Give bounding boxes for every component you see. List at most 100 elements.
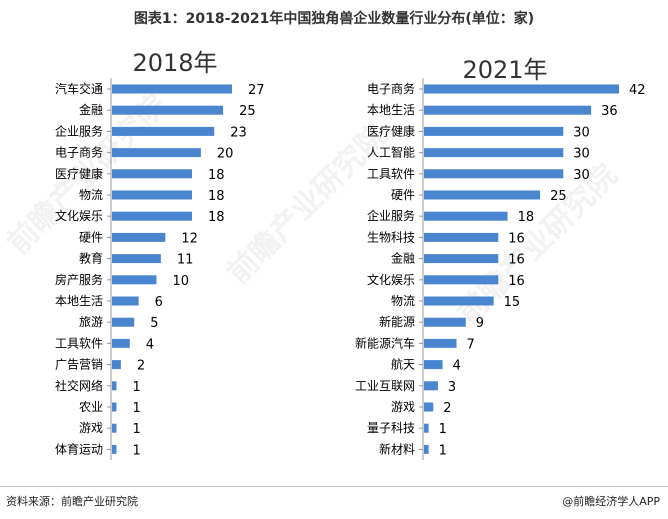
bar-2021-0 <box>424 84 619 94</box>
category-label: 企业服务 <box>367 208 415 223</box>
value-label: 1 <box>439 422 447 437</box>
category-label: 航天 <box>391 357 415 372</box>
value-label: 1 <box>132 422 140 437</box>
chart-title: 图表1：2018-2021年中国独角兽企业数量行业分布(单位：家) <box>133 11 535 27</box>
category-label: 新能源汽车 <box>355 335 415 350</box>
bar-2018-13 <box>112 360 121 370</box>
category-label: 汽车交通 <box>55 81 103 96</box>
value-label: 30 <box>573 147 590 162</box>
bar-2021-5 <box>424 190 541 200</box>
bar-2018-7 <box>112 232 166 242</box>
value-label: 30 <box>573 125 590 140</box>
bar-2018-2 <box>112 126 215 136</box>
category-label: 游戏 <box>391 400 415 414</box>
bar-2021-8 <box>424 254 499 264</box>
category-label: 文化娱乐 <box>55 208 103 223</box>
value-label: 20 <box>217 147 234 162</box>
value-label: 3 <box>448 380 456 395</box>
value-label: 30 <box>573 168 590 183</box>
category-label: 房产服务 <box>55 272 103 287</box>
footer-divider <box>0 486 668 487</box>
value-label: 12 <box>181 231 198 246</box>
panel-title-2018: 2018年 <box>132 49 217 77</box>
value-label: 18 <box>518 210 535 225</box>
bar-2021-12 <box>424 338 457 348</box>
bar-2018-3 <box>112 148 201 158</box>
value-label: 23 <box>230 125 247 140</box>
category-label: 农业 <box>79 400 103 414</box>
value-label: 1 <box>132 380 140 395</box>
category-label: 电子商务 <box>55 145 103 160</box>
bar-2018-5 <box>112 190 192 200</box>
bar-2021-1 <box>424 105 592 115</box>
bar-2018-16 <box>112 423 117 433</box>
value-label: 25 <box>550 189 567 204</box>
category-label: 工业互联网 <box>355 379 415 393</box>
category-label: 工具软件 <box>367 167 415 181</box>
bar-2018-14 <box>112 381 117 391</box>
value-label: 16 <box>508 253 525 268</box>
bar-2018-0 <box>112 84 232 94</box>
bar-2021-2 <box>424 126 564 136</box>
value-label: 6 <box>155 295 163 310</box>
source-note: 资料来源：前瞻产业研究院 <box>6 495 138 508</box>
bar-2018-15 <box>112 402 117 412</box>
category-label: 生物科技 <box>367 230 415 244</box>
category-label: 文化娱乐 <box>367 272 415 287</box>
value-label: 27 <box>248 83 265 98</box>
bar-2021-17 <box>424 444 429 454</box>
category-label: 本地生活 <box>55 294 103 308</box>
bar-2021-14 <box>424 381 438 391</box>
category-label: 电子商务 <box>367 81 415 96</box>
category-label: 人工智能 <box>367 145 415 160</box>
category-label: 医疗健康 <box>367 123 415 138</box>
value-label: 25 <box>239 104 256 119</box>
category-label: 医疗健康 <box>55 166 103 181</box>
category-label: 旅游 <box>79 315 103 329</box>
bar-2021-16 <box>424 423 429 433</box>
value-label: 5 <box>150 316 158 331</box>
category-label: 新材料 <box>379 441 415 456</box>
value-label: 1 <box>132 401 140 416</box>
brand-note: @前瞻经济学人APP <box>562 495 660 508</box>
value-label: 11 <box>177 253 194 268</box>
value-label: 2 <box>443 401 451 416</box>
bar-2018-6 <box>112 211 192 221</box>
category-label: 广告营销 <box>55 358 103 372</box>
bar-2021-7 <box>424 232 499 242</box>
value-label: 7 <box>467 337 475 352</box>
bar-2018-9 <box>112 275 157 285</box>
value-label: 18 <box>208 168 225 183</box>
bar-2021-13 <box>424 360 443 370</box>
value-label: 2 <box>137 359 145 374</box>
bar-2021-10 <box>424 296 494 306</box>
bar-2021-6 <box>424 211 508 221</box>
value-label: 42 <box>629 83 646 98</box>
category-label: 游戏 <box>79 421 103 435</box>
bar-2018-12 <box>112 338 130 348</box>
category-label: 物流 <box>391 294 415 308</box>
value-label: 4 <box>453 359 461 374</box>
panel-title-2021: 2021年 <box>462 56 547 84</box>
category-label: 教育 <box>79 251 103 266</box>
category-label: 金融 <box>79 102 103 117</box>
category-label: 硬件 <box>79 230 103 244</box>
category-label: 新能源 <box>379 314 415 329</box>
bar-2018-8 <box>112 254 161 264</box>
bar-2018-1 <box>112 105 224 115</box>
value-label: 15 <box>504 295 521 310</box>
bar-2021-4 <box>424 169 564 179</box>
bar-2018-10 <box>112 296 139 306</box>
category-label: 企业服务 <box>55 123 103 138</box>
bar-2021-3 <box>424 148 564 158</box>
category-label: 量子科技 <box>367 421 415 435</box>
category-label: 金融 <box>391 251 415 266</box>
value-label: 1 <box>132 443 140 458</box>
category-label: 社交网络 <box>55 378 103 393</box>
value-label: 10 <box>172 274 189 289</box>
bar-2018-4 <box>112 169 192 179</box>
bar-2021-15 <box>424 402 434 412</box>
